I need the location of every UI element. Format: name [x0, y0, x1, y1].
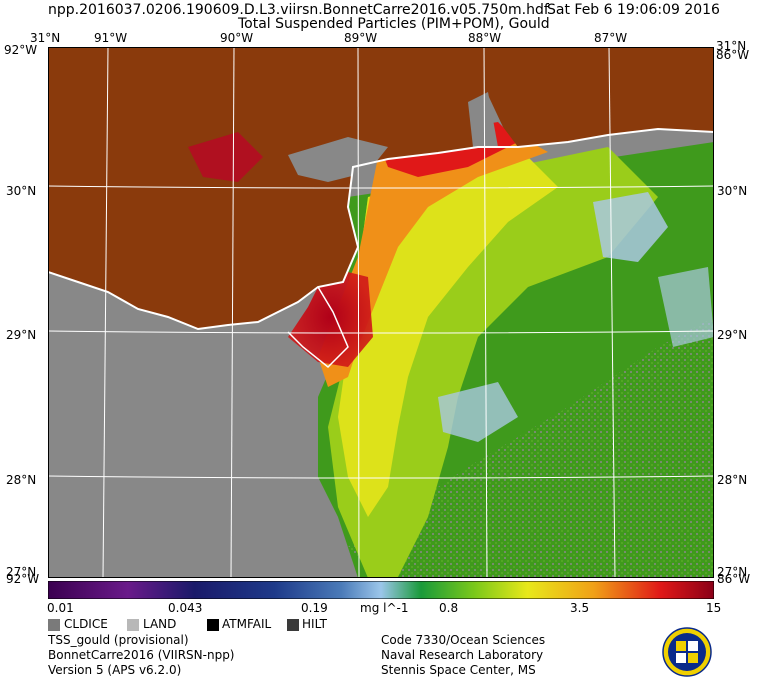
delta-coast — [287, 286, 349, 369]
colorbar — [48, 581, 714, 599]
corner-lat-top-left: 31°N — [30, 31, 61, 45]
orange-plume — [318, 135, 548, 387]
legend-land: LAND — [143, 617, 177, 631]
land — [48, 47, 714, 329]
colorbar-max-label: 15 — [706, 601, 722, 615]
lon-tick-top-88: 88°W — [468, 31, 502, 45]
lon-tick-top-89: 89°W — [344, 31, 378, 45]
meridian-87 — [608, 47, 616, 578]
clear-water-patch — [593, 192, 668, 262]
lake-pontchartrain — [288, 137, 388, 182]
product-title: Total Suspended Particles (PIM+POM), Gou… — [238, 16, 550, 32]
clear-water-patch — [438, 382, 518, 442]
lat-tick-right-29: 29°N — [717, 328, 748, 342]
red-plume-delta — [288, 267, 373, 367]
info-org-name: Naval Research Laboratory — [381, 648, 544, 662]
land-swatch — [127, 619, 139, 631]
colorbar-units: mg l^-1 — [360, 601, 409, 615]
corner-lon-bottom-right: 86°W — [717, 572, 751, 586]
corner-lat-bottom-right: 27°N — [717, 565, 748, 579]
info-org-location: Stennis Space Center, MS — [381, 663, 536, 677]
corner-lon-top-right: 86°W — [716, 48, 750, 62]
lat-tick-left-28: 28°N — [6, 473, 37, 487]
lon-tick-top-91: 91°W — [94, 31, 128, 45]
parallel-30 — [48, 185, 714, 189]
legend-hilt: HILT — [302, 617, 327, 631]
colorbar-min-label: 0.01 — [47, 601, 74, 615]
parallel-29 — [48, 330, 714, 334]
inland-bay — [468, 92, 498, 147]
lake-red — [188, 132, 263, 182]
nrl-seal-icon — [662, 627, 712, 677]
meridian-88 — [483, 47, 488, 578]
parallel-28 — [48, 475, 714, 479]
colorbar-label-0-043: 0.043 — [168, 601, 203, 615]
info-version: Version 5 (APS v6.2.0) — [48, 663, 182, 677]
coastline — [48, 127, 714, 331]
file-name: npp.2016037.0206.190609.D.L3.viirsn.Bonn… — [48, 2, 549, 18]
lat-tick-left-30: 30°N — [6, 184, 37, 198]
lon-tick-top-90: 90°W — [220, 31, 254, 45]
legend-cldice: CLDICE — [64, 617, 108, 631]
graticule — [48, 47, 714, 578]
corner-lat-bottom-left: 27°N — [6, 565, 37, 579]
meridian-90 — [230, 47, 235, 578]
corner-lon-bottom-left: 92°W — [6, 572, 40, 586]
info-region: BonnetCarre2016 (VIIRSN-npp) — [48, 648, 235, 662]
colorbar-label-3-5: 3.5 — [570, 601, 590, 615]
meridian-89 — [357, 47, 360, 578]
atmfail-swatch — [207, 619, 219, 631]
legend-atmfail: ATMFAIL — [222, 617, 272, 631]
info-product: TSS_gould (provisional) — [48, 633, 189, 647]
timestamp: Sat Feb 6 19:06:09 2016 — [547, 2, 720, 18]
lon-tick-top-87: 87°W — [594, 31, 628, 45]
speckled-water — [348, 317, 714, 578]
corner-lat-top-right: 31°N — [716, 39, 747, 53]
colorbar-label-0-19: 0.19 — [301, 601, 328, 615]
hilt-swatch — [287, 619, 299, 631]
lat-tick-left-29: 29°N — [6, 328, 37, 342]
corner-lon-top-left: 92°W — [4, 43, 38, 57]
cldice-swatch — [48, 619, 60, 631]
info-org-code: Code 7330/Ocean Sciences — [381, 633, 546, 647]
lat-tick-right-28: 28°N — [717, 473, 748, 487]
clear-water-patch — [658, 267, 714, 347]
meridian-91 — [102, 47, 109, 578]
lat-tick-right-30: 30°N — [717, 184, 748, 198]
colorbar-label-0-8: 0.8 — [439, 601, 459, 615]
tss-satellite-map — [48, 47, 714, 578]
